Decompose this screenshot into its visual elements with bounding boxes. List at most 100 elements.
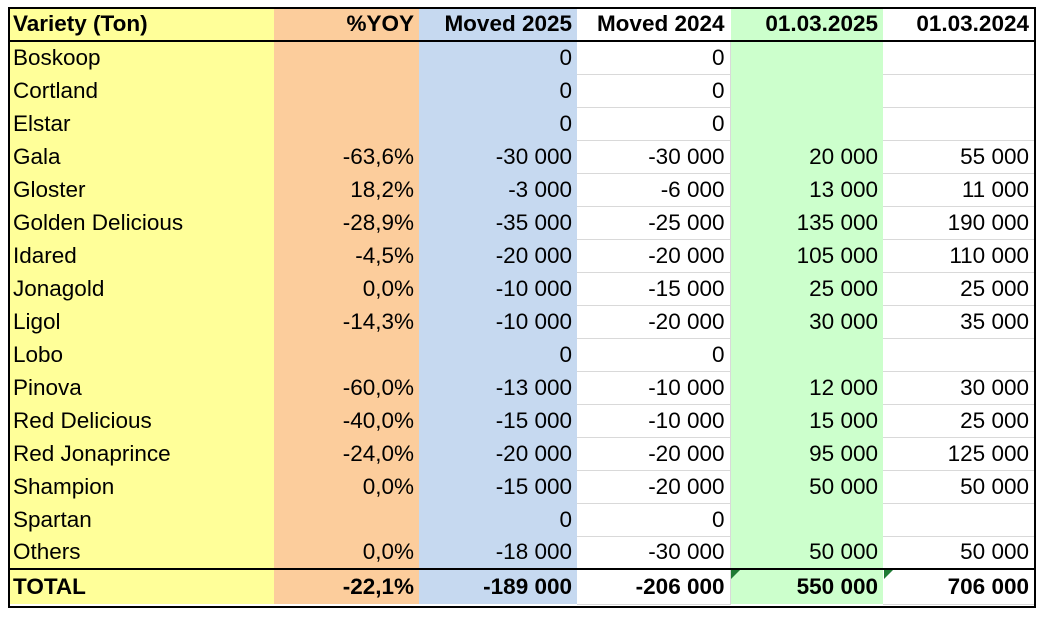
table-row: Cortland 0 0 — [8, 74, 1034, 108]
cell-stock-2025 — [730, 74, 883, 107]
cell-variety: Idared — [8, 239, 274, 272]
cell-stock-2024: 50 000 — [883, 536, 1034, 570]
cell-moved-2025: -15 000 — [419, 404, 577, 437]
cell-variety: Red Jonaprince — [8, 437, 274, 470]
table-row: Ligol -14,3% -10 000 -20 000 30 000 35 000 — [8, 305, 1034, 339]
table-row: Boskoop 0 0 — [8, 41, 1034, 75]
table-row: Gloster 18,2% -3 000 -6 000 13 000 11 000 — [8, 173, 1034, 207]
cell-moved-2025: -35 000 — [419, 206, 577, 239]
cell-variety: Gala — [8, 140, 274, 173]
cell-yoy: -40,0% — [274, 404, 419, 437]
cell-yoy: -22,1% — [274, 568, 419, 604]
cell-yoy: -4,5% — [274, 239, 419, 272]
cell-moved-2025: -30 000 — [419, 140, 577, 173]
cell-yoy — [274, 107, 419, 140]
cell-stock-2025 — [730, 338, 883, 371]
cell-variety: Jonagold — [8, 272, 274, 305]
cell-stock-2024 — [883, 338, 1034, 372]
table-row: Idared -4,5% -20 000 -20 000 105 000 110 000 — [8, 239, 1034, 273]
cell-moved-2024: -10 000 — [577, 404, 731, 438]
cell-moved-2024: -20 000 — [577, 470, 731, 504]
cell-variety: Cortland — [8, 74, 274, 107]
cell-stock-2025: 25 000 — [730, 272, 883, 305]
cell-variety: TOTAL — [8, 568, 274, 604]
cell-moved-2025: -20 000 — [419, 437, 577, 470]
cell-stock-2025: 105 000 — [730, 239, 883, 272]
cell-variety: Pinova — [8, 371, 274, 404]
cell-moved-2025: 0 — [419, 107, 577, 140]
cell-stock-2024 — [883, 107, 1034, 141]
stock-table: Variety (Ton) %YOY Moved 2025 Moved 2024 01.… — [8, 7, 1034, 605]
total-row: TOTAL -22,1% -189 000 -206 000 550 000 706 00… — [8, 568, 1034, 605]
cell-yoy — [274, 41, 419, 74]
cell-stock-2024: 30 000 — [883, 371, 1034, 405]
cell-variety: Ligol — [8, 305, 274, 338]
cell-stock-2024: 25 000 — [883, 404, 1034, 438]
cell-stock-2025: 50 000 — [730, 536, 883, 569]
cell-yoy — [274, 503, 419, 536]
cell-moved-2025: 0 — [419, 74, 577, 107]
cell-stock-2025: 15 000 — [730, 404, 883, 437]
cell-variety: Spartan — [8, 503, 274, 536]
cell-stock-2024: 706 000 — [883, 568, 1034, 605]
cell-moved-2025: 0 — [419, 41, 577, 74]
cell-moved-2025: -3 000 — [419, 173, 577, 206]
cell-moved-2024: 0 — [577, 74, 731, 108]
cell-moved-2024: -10 000 — [577, 371, 731, 405]
cell-stock-2025 — [730, 41, 883, 74]
cell-stock-2025: 50 000 — [730, 470, 883, 503]
table-row: Others 0,0% -18 000 -30 000 50 000 50 000 — [8, 536, 1034, 570]
cell-moved-2024: -20 000 — [577, 305, 731, 339]
cell-stock-2024: 55 000 — [883, 140, 1034, 174]
cell-stock-2025 — [730, 107, 883, 140]
cell-stock-2024: 190 000 — [883, 206, 1034, 240]
cell-stock-2024: 125 000 — [883, 437, 1034, 471]
table-row: Lobo 0 0 — [8, 338, 1034, 372]
cell-moved-2024: -206 000 — [577, 568, 731, 605]
cell-stock-2024 — [883, 41, 1034, 75]
cell-stock-2025: 550 000 — [730, 568, 883, 604]
cell-yoy: -60,0% — [274, 371, 419, 404]
column-header-variety: Variety (Ton) — [8, 7, 274, 42]
cell-moved-2024: -30 000 — [577, 140, 731, 174]
cell-variety: Others — [8, 536, 274, 569]
cell-moved-2024: -6 000 — [577, 173, 731, 207]
cell-stock-2025: 13 000 — [730, 173, 883, 206]
cell-yoy: 18,2% — [274, 173, 419, 206]
column-header-moved-2024: Moved 2024 — [577, 7, 731, 42]
cell-stock-2025: 30 000 — [730, 305, 883, 338]
cell-variety: Elstar — [8, 107, 274, 140]
cell-moved-2024: 0 — [577, 41, 731, 75]
cell-stock-2024: 11 000 — [883, 173, 1034, 207]
cell-moved-2025: -15 000 — [419, 470, 577, 503]
table-row: Elstar 0 0 — [8, 107, 1034, 141]
cell-stock-2025 — [730, 503, 883, 536]
cell-stock-2024 — [883, 74, 1034, 108]
cell-stock-2025: 12 000 — [730, 371, 883, 404]
cell-yoy: 0,0% — [274, 272, 419, 305]
cell-moved-2025: 0 — [419, 338, 577, 371]
cell-stock-2024 — [883, 503, 1034, 537]
table-row: Gala -63,6% -30 000 -30 000 20 000 55 000 — [8, 140, 1034, 174]
column-header-yoy: %YOY — [274, 7, 419, 42]
cell-moved-2025: -10 000 — [419, 272, 577, 305]
cell-moved-2024: 0 — [577, 338, 731, 372]
cell-moved-2025: -18 000 — [419, 536, 577, 569]
cell-moved-2025: -10 000 — [419, 305, 577, 338]
cell-moved-2025: -20 000 — [419, 239, 577, 272]
cell-variety: Shampion — [8, 470, 274, 503]
cell-variety: Lobo — [8, 338, 274, 371]
cell-stock-2024: 50 000 — [883, 470, 1034, 504]
cell-yoy: -24,0% — [274, 437, 419, 470]
cell-stock-2024: 25 000 — [883, 272, 1034, 306]
cell-note-marker-icon — [884, 570, 893, 579]
cell-variety: Golden Delicious — [8, 206, 274, 239]
table-row: Golden Delicious -28,9% -35 000 -25 000 135 … — [8, 206, 1034, 240]
cell-moved-2025: -13 000 — [419, 371, 577, 404]
cell-moved-2024: -20 000 — [577, 437, 731, 471]
cell-moved-2025: -189 000 — [419, 568, 577, 604]
cell-yoy: -28,9% — [274, 206, 419, 239]
cell-yoy: 0,0% — [274, 536, 419, 569]
column-header-moved-2025: Moved 2025 — [419, 7, 577, 42]
table-row: Shampion 0,0% -15 000 -20 000 50 000 50 000 — [8, 470, 1034, 504]
